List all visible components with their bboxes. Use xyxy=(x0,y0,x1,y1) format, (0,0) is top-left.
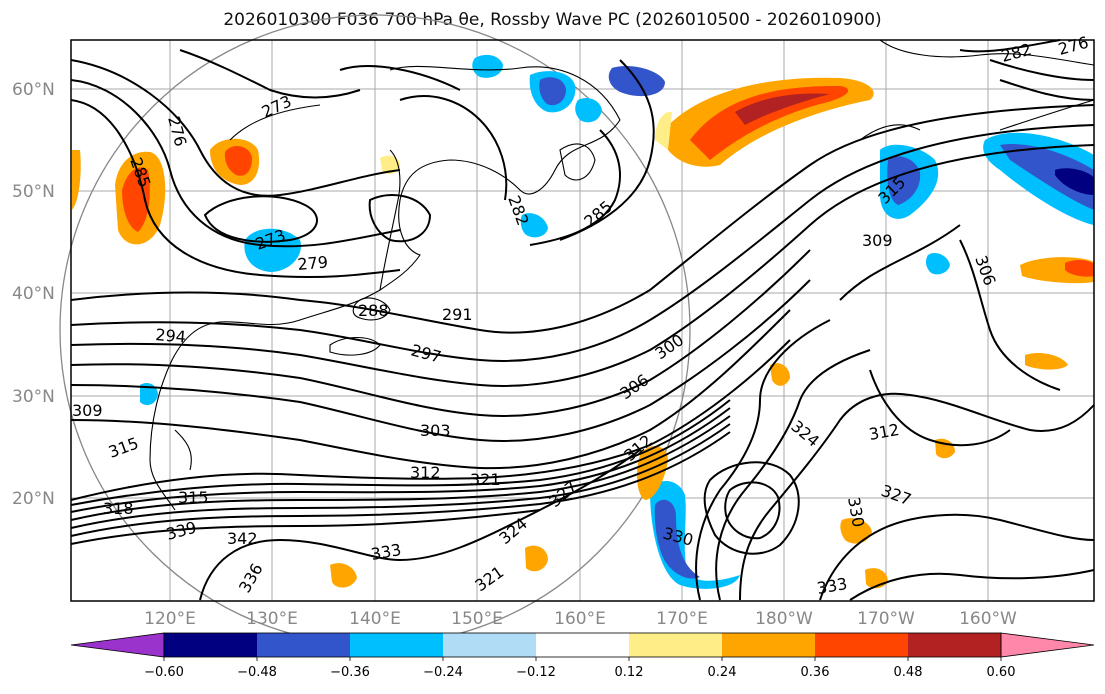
colorbar-segment xyxy=(350,633,444,657)
lat-label: 30°N xyxy=(12,387,55,407)
coastlines xyxy=(149,39,1095,511)
contour-label: 318 xyxy=(103,499,134,518)
lon-label: 160°W xyxy=(959,609,1017,629)
colorbar-tick-label: 0.12 xyxy=(615,665,644,680)
colorbar-segment xyxy=(908,633,1002,657)
lon-label: 130°E xyxy=(246,609,298,629)
colorbar-extend-max xyxy=(1000,632,1095,658)
lon-label: 170°E xyxy=(656,609,708,629)
lon-label: 160°E xyxy=(554,609,606,629)
map-frame xyxy=(70,39,1095,602)
colorbar-tick-label: −0.36 xyxy=(330,665,370,680)
contour-label: 312 xyxy=(410,463,441,482)
lon-label: 140°E xyxy=(349,609,401,629)
lat-label: 50°N xyxy=(12,182,55,202)
contour-label: 321 xyxy=(470,470,501,489)
colorbar-extend-min xyxy=(70,632,165,658)
lon-label: 180°W xyxy=(755,609,813,629)
anomaly-shading xyxy=(72,54,1094,589)
lon-label: 120°E xyxy=(144,609,196,629)
colorbar-segment xyxy=(257,633,351,657)
lon-label: 150°E xyxy=(451,609,503,629)
colorbar-segment xyxy=(536,633,630,657)
colorbar-segment xyxy=(722,633,816,657)
contour-label: 294 xyxy=(155,325,187,347)
longitude-labels: 120°E 130°E 140°E 150°E 160°E 170°E 180°… xyxy=(144,609,1017,629)
colorbar-tick-label: −0.12 xyxy=(516,665,556,680)
colorbar-tick-label: −0.48 xyxy=(237,665,277,680)
contour-label: 315 xyxy=(178,488,209,507)
contour-label: 309 xyxy=(72,401,103,420)
contour-label: 342 xyxy=(227,529,258,548)
colorbar-tick-label: 0.36 xyxy=(801,665,830,680)
theta-e-contours xyxy=(70,39,1095,601)
contour-label: 303 xyxy=(420,421,451,440)
latitude-labels: 60°N 50°N 40°N 30°N 20°N xyxy=(12,80,55,509)
colorbar-tick-label: −0.60 xyxy=(144,665,184,680)
colorbar-segment xyxy=(629,633,723,657)
contour-label: 309 xyxy=(862,231,893,250)
colorbar-segment xyxy=(164,633,258,657)
lat-label: 60°N xyxy=(12,80,55,100)
colorbar-tick-label: −0.24 xyxy=(423,665,463,680)
colorbar-segment xyxy=(815,633,909,657)
lat-label: 20°N xyxy=(12,489,55,509)
colorbar-tick-label: 0.24 xyxy=(708,665,737,680)
contour-label: 291 xyxy=(442,305,473,324)
colorbar-tick-label: 0.60 xyxy=(987,665,1016,680)
contour-label: 279 xyxy=(297,252,329,274)
colorbar-tick-label: 0.48 xyxy=(894,665,923,680)
contour-label: 288 xyxy=(358,301,389,320)
colorbar-segment xyxy=(443,633,537,657)
lon-label: 170°W xyxy=(857,609,915,629)
lat-label: 40°N xyxy=(12,284,55,304)
colorbar: −0.60 −0.48 −0.36 −0.24 −0.12 0.12 0.24 0.36 0.4… xyxy=(70,632,1095,680)
colorbar-outline xyxy=(163,632,1002,658)
